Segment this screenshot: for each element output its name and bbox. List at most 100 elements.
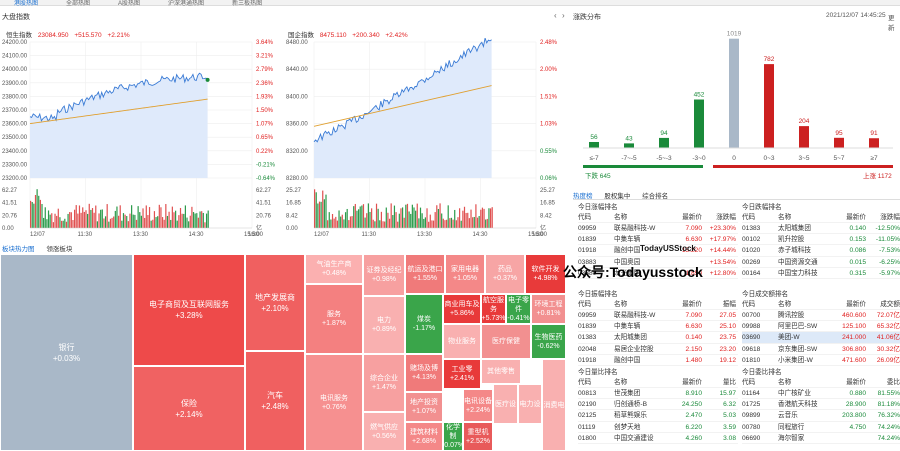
- table-row[interactable]: 01810 小米集团-W 471.600 26.09亿: [742, 355, 900, 366]
- chevron-right-icon[interactable]: ›: [562, 11, 565, 20]
- hscei-header[interactable]: 国企指数 8475.110 +200.340 +2.42%: [288, 29, 408, 39]
- table-row[interactable]: 00813 世茂集团 8.910 15.97: [578, 388, 738, 400]
- hscei-chart[interactable]: 8480.00 2.48% 8440.00 2.00% 8400.00 1.51% 8360…: [284, 38, 566, 238]
- top-tab-2[interactable]: A股热图: [118, 1, 141, 7]
- col-header[interactable]: 涨跌幅: [716, 214, 736, 221]
- sector-tile[interactable]: 家用电器 +1.05%: [445, 254, 485, 294]
- top-tab-3[interactable]: 沪深港通热图: [168, 1, 205, 7]
- table-row[interactable]: 01383 太阳城集团 0.140 -12.50%: [742, 223, 900, 235]
- table-row[interactable]: 09959 联易融科技-W 7.090 +23.30%: [578, 223, 738, 235]
- sector-tile[interactable]: 电子零件 -0.41%: [506, 294, 531, 324]
- sector-tile[interactable]: 消费电: [542, 359, 566, 451]
- table-row[interactable]: 01839 中集车辆 6.630 +17.97%: [578, 234, 738, 246]
- table-row[interactable]: 01119 创梦天地 6.220 3.59: [578, 422, 738, 433]
- table-row[interactable]: 01800 中国交通建设 4.260 3.08: [578, 433, 738, 444]
- col-header[interactable]: 代码: [578, 379, 592, 386]
- sector-tile[interactable]: 气油生产商 +0.48%: [305, 254, 363, 284]
- tab-hot[interactable]: 热度榜: [573, 193, 593, 200]
- col-header[interactable]: 成交额: [880, 301, 900, 308]
- sector-tile[interactable]: 煤炭 -1.17%: [405, 294, 443, 354]
- table-row[interactable]: 00780 同程旅行 4.750 74.24%: [742, 422, 900, 433]
- sector-tile[interactable]: 生物医药 -0.62%: [531, 324, 566, 359]
- col-header[interactable]: 名称: [614, 214, 628, 221]
- col-header[interactable]: 涨跌幅: [880, 214, 900, 221]
- top-tab-1[interactable]: 全部热图: [66, 1, 91, 7]
- top-tab-4[interactable]: 新三板热图: [232, 1, 263, 7]
- table-row[interactable]: 02190 归创通桥-B 24.250 6.32: [578, 399, 738, 411]
- sector-tile[interactable]: 电力设: [518, 384, 542, 424]
- col-header[interactable]: 最新价: [682, 301, 702, 308]
- table-row[interactable]: 09899 云音乐 203.800 76.32%: [742, 410, 900, 422]
- sector-tile[interactable]: 药品 +0.37%: [485, 254, 525, 294]
- col-header[interactable]: 名称: [614, 379, 628, 386]
- table-row[interactable]: 01020 赤子城科技 0.086 -7.53%: [742, 245, 900, 257]
- col-header[interactable]: 最新价: [846, 379, 866, 386]
- table-row[interactable]: 09618 京东集团-SW 306.800 30.32亿: [742, 344, 900, 355]
- col-header[interactable]: 代码: [578, 214, 592, 221]
- table-row[interactable]: 06690 海尔智家 74.24%: [742, 433, 900, 444]
- col-header[interactable]: 最新价: [682, 379, 702, 386]
- sector-tile[interactable]: 综合企业 +1.47%: [363, 354, 405, 412]
- refresh-link[interactable]: 更新: [888, 15, 895, 32]
- sector-tile[interactable]: 其他零售: [481, 359, 521, 384]
- col-header[interactable]: 最新价: [682, 214, 702, 221]
- chevron-left-icon[interactable]: ‹: [554, 11, 557, 20]
- sector-tile[interactable]: 航空服务 +5.73%: [481, 294, 506, 324]
- hsi-chart[interactable]: 24200.00 3.64% 24100.00 3.21% 24000.00 2.79% 2…: [0, 38, 282, 238]
- col-header[interactable]: 代码: [742, 379, 756, 386]
- col-header[interactable]: 振幅: [722, 301, 736, 308]
- table-row[interactable]: 03380 龙光集团 1.850 +12.80%: [578, 268, 738, 279]
- sector-tile[interactable]: 服务 +1.87%: [305, 284, 363, 354]
- table-row[interactable]: 01839 中集车辆 6.630 25.10: [578, 321, 738, 333]
- sector-tile[interactable]: 赌场及博 +4.13%: [405, 354, 443, 392]
- tab-composite[interactable]: 综合排名: [642, 193, 669, 200]
- table-row[interactable]: 01725 香港航天科技 28.900 81.18%: [742, 399, 900, 411]
- sector-tile[interactable]: 商业用车及 +5.86%: [443, 294, 481, 324]
- sector-tile[interactable]: 银行 +0.03%: [0, 254, 133, 451]
- sector-tile[interactable]: 燃气供应 +0.56%: [363, 412, 405, 451]
- sector-tile[interactable]: 软件开发 +4.98%: [525, 254, 566, 294]
- sector-tile[interactable]: 化学制 -0.07%: [443, 422, 463, 451]
- table-row[interactable]: 02048 易居企业控股 2.150 23.20: [578, 344, 738, 355]
- hsi-header[interactable]: 恒生指数 23084.950 +515.570 +2.21%: [6, 29, 130, 39]
- tab-leading-sectors[interactable]: 领涨板块: [46, 246, 73, 253]
- col-header[interactable]: 名称: [778, 379, 792, 386]
- col-header[interactable]: 最新价: [846, 214, 866, 221]
- tab-sector-heatmap[interactable]: 板块热力图: [2, 246, 35, 253]
- table-row[interactable]: 01383 太阳城集团 0.140 23.75: [578, 332, 738, 344]
- col-header[interactable]: 委比: [886, 379, 900, 386]
- table-row[interactable]: 09959 联易融科技-W 7.090 27.05: [578, 310, 738, 322]
- col-header[interactable]: 量比: [722, 379, 736, 386]
- table-row[interactable]: 00700 腾讯控股 460.600 72.07亿: [742, 310, 900, 322]
- sector-tile[interactable]: 工业零 +2.41%: [443, 359, 481, 389]
- sector-tile[interactable]: 地产投资 +1.07%: [405, 392, 443, 422]
- col-header[interactable]: 代码: [578, 301, 592, 308]
- table-row[interactable]: 01918 融创中国 1.480 19.12: [578, 355, 738, 366]
- col-header[interactable]: 代码: [742, 214, 756, 221]
- col-header[interactable]: 名称: [614, 301, 628, 308]
- table-row[interactable]: 00164 中国宝力科技 0.315 -5.97%: [742, 268, 900, 279]
- sector-tile[interactable]: 汽车 +2.48%: [245, 351, 305, 451]
- table-row[interactable]: 03883 中国奥园 +13.54%: [578, 257, 738, 268]
- table-row[interactable]: 00269 中国资源交通 0.015 -6.25%: [742, 257, 900, 268]
- sector-tile[interactable]: 电力 +0.89%: [363, 296, 405, 354]
- sector-tile[interactable]: 环境工程 +0.81%: [531, 294, 566, 324]
- table-row[interactable]: 01918 融创中国 15.220 +14.44%: [578, 245, 738, 257]
- top-tab-0[interactable]: 港股热图: [14, 1, 39, 7]
- sector-tile[interactable]: 建筑材料 +2.68%: [405, 422, 443, 451]
- table-row[interactable]: 09988 阿里巴巴-SW 125.100 65.32亿: [742, 321, 900, 333]
- sector-tile[interactable]: 电讯设备 +2.24%: [463, 389, 493, 422]
- tab-concentration[interactable]: 股权集中: [604, 193, 631, 200]
- col-header[interactable]: 名称: [778, 301, 792, 308]
- sector-tile[interactable]: 电子商贸及互联网服务 +3.28%: [133, 254, 245, 366]
- table-row[interactable]: 03690 美团-W 241.000 41.06亿: [742, 332, 900, 344]
- sector-tile[interactable]: 地产发展商 +2.10%: [245, 254, 305, 351]
- sector-tile[interactable]: 电讯服务 +0.76%: [305, 354, 363, 451]
- col-header[interactable]: 代码: [742, 301, 756, 308]
- sector-tile[interactable]: 医疗设: [493, 384, 518, 424]
- sector-tile[interactable]: 重型机 +2.52%: [463, 422, 493, 451]
- sector-tile[interactable]: 证券及经纪 +0.98%: [363, 254, 405, 296]
- table-row[interactable]: 01164 中广核矿业 0.880 81.55%: [742, 388, 900, 400]
- table-row[interactable]: 02125 稻草熊娱乐 2.470 5.03: [578, 410, 738, 422]
- sector-tile[interactable]: 医疗保健: [481, 324, 531, 359]
